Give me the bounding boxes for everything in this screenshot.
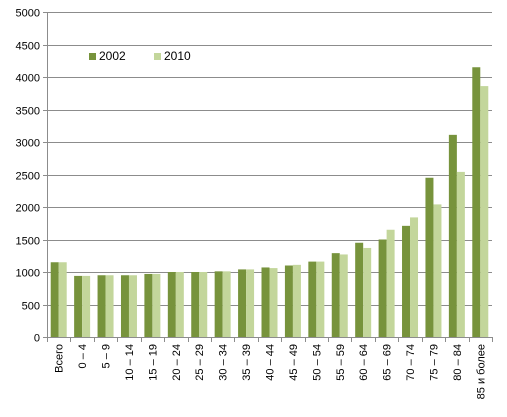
x-tick-label: Всего [54, 344, 66, 373]
x-tick-label: 75 – 79 [428, 344, 440, 381]
legend-label-2010: 2010 [164, 49, 191, 63]
x-tick-label: 40 – 44 [265, 344, 277, 381]
x-tick-label: 60 – 64 [358, 344, 370, 381]
x-tick-label: 80 – 84 [452, 344, 464, 381]
x-tick-label: 0 – 4 [77, 344, 89, 368]
bar-2002-11 [308, 261, 317, 337]
bar-2002-17 [448, 134, 457, 337]
bar-2010-16 [433, 204, 442, 337]
y-tick-label: 5000 [16, 8, 40, 20]
x-tick-label: 85 и более [475, 344, 487, 399]
legend-swatch-2002 [89, 53, 96, 60]
bar-2002-6 [191, 272, 200, 337]
x-tick-label: 70 – 74 [405, 344, 417, 381]
x-tick-label: 50 – 54 [311, 344, 323, 381]
x-tick-label: 45 – 49 [288, 344, 300, 381]
y-tick-label: 4500 [16, 41, 40, 53]
bar-2010-14 [386, 229, 395, 337]
legend: 2002 2010 [89, 49, 191, 63]
y-tick-label: 2000 [16, 203, 40, 215]
y-tick-label: 500 [22, 301, 40, 313]
bar-2002-9 [261, 267, 270, 337]
x-tick-label: 10 – 14 [124, 344, 136, 381]
x-tick-label: 35 – 39 [241, 344, 253, 381]
x-tick-label: 55 – 59 [335, 344, 347, 381]
bar-2002-5 [167, 272, 176, 337]
bar-2002-3 [120, 275, 129, 337]
bar-2002-0 [50, 262, 59, 337]
y-tick-label: 1500 [16, 236, 40, 248]
bar-2010-9 [269, 268, 278, 337]
bar-2002-4 [144, 273, 153, 337]
bar-2002-10 [284, 265, 293, 337]
x-tick-label: 15 – 19 [147, 344, 159, 381]
y-tick-label: 3500 [16, 106, 40, 118]
y-tick-label: 1000 [16, 268, 40, 280]
bar-2002-18 [472, 67, 481, 337]
bar-2002-12 [331, 253, 340, 337]
bar-2002-15 [402, 225, 411, 337]
bar-2010-6 [199, 272, 208, 337]
bar-2002-16 [425, 177, 434, 337]
legend-label-2002: 2002 [99, 49, 126, 63]
x-tick-label: 30 – 34 [218, 344, 230, 381]
bar-2010-1 [82, 275, 91, 337]
y-tick-label: 3000 [16, 138, 40, 150]
bar-2010-11 [316, 261, 325, 337]
y-tick-label: 0 [34, 333, 40, 345]
bar-2002-7 [214, 271, 223, 337]
x-tick-label: 20 – 24 [171, 344, 183, 381]
bar-2010-8 [246, 269, 255, 337]
y-tick-label: 4000 [16, 73, 40, 85]
bar-2010-12 [339, 254, 348, 337]
x-axis: Всего 0 – 4 5 – 9 10 – 14 15 – 19 20 – 24 25 –… [47, 337, 493, 399]
legend-swatch-2010 [154, 53, 161, 60]
bar-2002-8 [238, 269, 247, 337]
x-tick-label: 25 – 29 [194, 344, 206, 381]
bar-2010-3 [128, 275, 137, 337]
bar-2010-2 [105, 275, 114, 337]
bar-2002-2 [97, 275, 106, 337]
bar-2010-0 [58, 262, 67, 337]
x-tick-label: 65 – 69 [382, 344, 394, 381]
bar-2010-15 [410, 217, 419, 337]
bar-2010-5 [175, 272, 184, 337]
y-tick-label: 2500 [16, 171, 40, 183]
bar-2010-4 [152, 273, 161, 337]
bars [50, 67, 489, 337]
bar-2002-14 [378, 239, 387, 337]
bar-2010-18 [480, 86, 489, 337]
bar-2010-17 [456, 171, 465, 337]
bar-2002-13 [355, 242, 364, 337]
y-axis: 0 500 1000 1500 2000 2500 3000 3500 4000 4500 5000 [16, 8, 48, 345]
bar-2002-1 [74, 275, 83, 337]
x-tick-label: 5 – 9 [101, 344, 113, 368]
bar-2010-13 [363, 247, 372, 337]
bar-2010-7 [222, 271, 231, 337]
bar-2010-10 [292, 264, 301, 337]
